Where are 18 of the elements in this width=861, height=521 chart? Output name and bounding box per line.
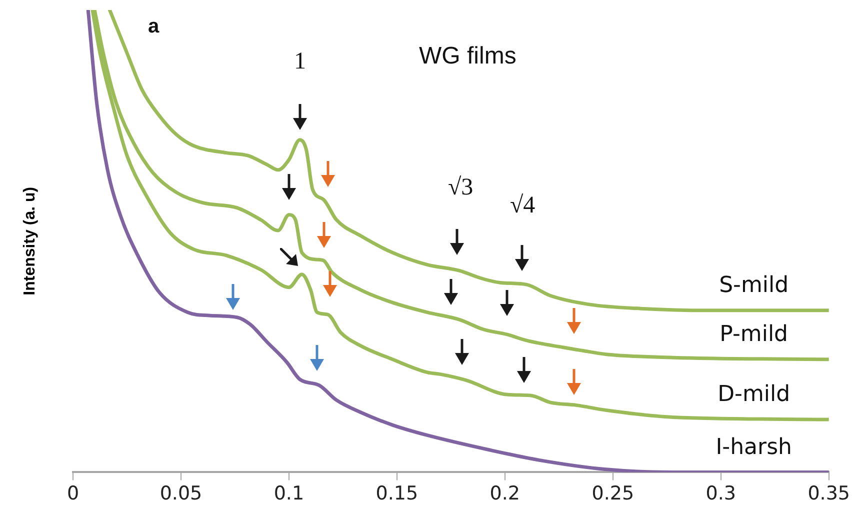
- x-tick-label: 0.2: [490, 482, 520, 505]
- x-tick-label: 0: [66, 482, 80, 505]
- x-tick-label: 0.25: [592, 482, 634, 505]
- x-tick-label: 0.1: [274, 482, 304, 505]
- series-label: D-mild: [718, 382, 790, 408]
- annotation: WG films: [419, 42, 516, 70]
- series-label: I-harsh: [716, 434, 792, 460]
- series-label: P-mild: [720, 322, 788, 348]
- x-tick-label: 0.35: [808, 482, 850, 505]
- y-axis-title: Intensity (a. u): [21, 186, 38, 296]
- annotation: √4: [510, 192, 536, 218]
- series-label: S-mild: [719, 273, 789, 298]
- annotation: a: [148, 16, 160, 38]
- annotation: √3: [448, 174, 474, 200]
- x-tick-label: 0.15: [376, 482, 418, 505]
- x-tick-label: 0.3: [706, 482, 736, 505]
- x-tick-label: 0.05: [160, 482, 202, 505]
- annotation: 1: [294, 48, 306, 74]
